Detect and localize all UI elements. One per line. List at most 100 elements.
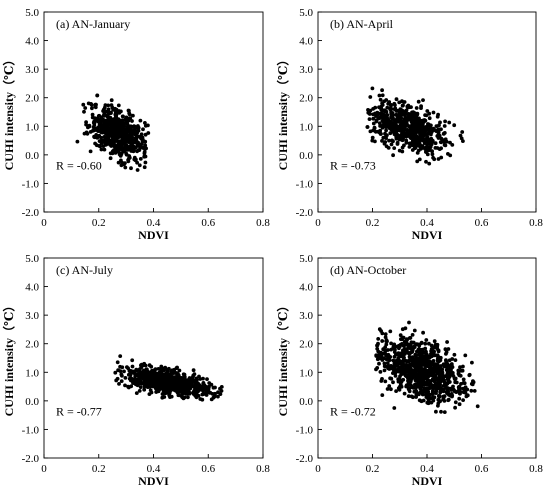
data-point (95, 135, 100, 140)
data-point (207, 390, 212, 395)
y-tick-label: 4.0 (299, 36, 313, 48)
data-point (393, 103, 397, 107)
data-point (379, 379, 384, 383)
data-point (428, 129, 433, 134)
data-point (118, 354, 123, 358)
data-point (374, 119, 379, 124)
panel-a: -2.0 -1.0 0.0 1.0 2.0 3.0 4.0 5.0 0 0.2 0.4 0.6 0.8 N… (1, 7, 270, 242)
data-point (371, 121, 376, 126)
data-point (126, 129, 131, 134)
data-point (144, 374, 148, 379)
y-tick-label: 5.0 (299, 253, 313, 265)
y-tick-label: 3.0 (25, 310, 39, 322)
data-point (432, 157, 437, 162)
data-point (114, 146, 119, 151)
data-point (407, 145, 412, 149)
data-point (102, 140, 106, 144)
data-point (384, 109, 388, 114)
data-point (108, 117, 113, 121)
data-point (394, 389, 398, 393)
y-tick-label: 1.0 (25, 121, 39, 133)
data-point (117, 133, 121, 138)
data-point (122, 369, 126, 374)
data-point (130, 364, 135, 369)
data-point (173, 388, 178, 393)
scatter-points (374, 320, 480, 414)
data-point (430, 149, 434, 154)
data-point (418, 143, 422, 147)
data-point (391, 380, 395, 385)
data-point (166, 386, 171, 391)
data-point (114, 114, 118, 119)
data-point (157, 370, 162, 375)
data-point (88, 130, 93, 134)
data-point (147, 392, 152, 396)
data-point (409, 340, 414, 345)
data-point (122, 128, 126, 133)
data-point (371, 107, 375, 111)
data-point (380, 393, 385, 397)
data-point (442, 124, 447, 128)
data-point (197, 387, 202, 392)
data-point (116, 160, 121, 165)
data-point (453, 380, 458, 385)
data-point (394, 97, 399, 102)
data-point (396, 356, 401, 360)
data-point (82, 131, 87, 136)
panel-d: -2.0 -1.0 0.0 1.0 2.0 3.0 4.0 5.0 0 0.2 0.4 0.6 0.8 N… (275, 253, 543, 488)
data-point (382, 368, 387, 373)
y-tick-label: 1.0 (299, 121, 313, 133)
data-point (412, 361, 417, 366)
data-point (453, 376, 458, 381)
data-point (428, 146, 432, 150)
data-point (115, 130, 120, 135)
data-point (433, 390, 438, 395)
data-point (168, 395, 172, 399)
y-tick-label: 1.0 (25, 367, 39, 379)
data-point (402, 355, 406, 360)
x-tick-label: 0.4 (420, 217, 434, 229)
data-point (405, 117, 410, 122)
data-point (153, 367, 158, 372)
data-point (458, 373, 463, 378)
data-point (395, 140, 400, 145)
data-point (138, 371, 143, 375)
data-point (380, 88, 384, 93)
data-point (426, 370, 431, 375)
data-point (130, 135, 135, 140)
data-point (166, 380, 171, 385)
data-point (132, 140, 136, 145)
data-point (110, 138, 115, 143)
data-point (119, 379, 124, 383)
data-point (389, 387, 393, 392)
data-point (407, 387, 411, 392)
data-point (457, 391, 462, 396)
data-point (143, 143, 148, 148)
data-point (389, 341, 393, 346)
data-point (407, 358, 411, 363)
data-point (404, 339, 408, 343)
data-point (430, 152, 435, 157)
data-point (443, 347, 448, 352)
y-axis-label: CUHI intensity（℃） (275, 54, 290, 171)
data-point (423, 118, 428, 123)
data-point (96, 125, 101, 130)
data-point (393, 374, 398, 378)
data-point (365, 125, 370, 129)
x-tick-label: 0.8 (256, 217, 270, 229)
data-point (443, 119, 447, 124)
data-point (164, 371, 169, 376)
data-point (366, 110, 371, 115)
data-point (146, 385, 151, 389)
data-point (410, 368, 415, 373)
data-point (411, 110, 416, 115)
data-point (171, 386, 176, 390)
data-point (191, 392, 196, 396)
data-point (134, 391, 139, 395)
data-point (431, 398, 436, 403)
data-point (400, 368, 404, 373)
data-point (448, 386, 453, 391)
data-point (162, 395, 167, 399)
y-tick-label: 3.0 (25, 64, 39, 76)
data-point (450, 371, 455, 375)
